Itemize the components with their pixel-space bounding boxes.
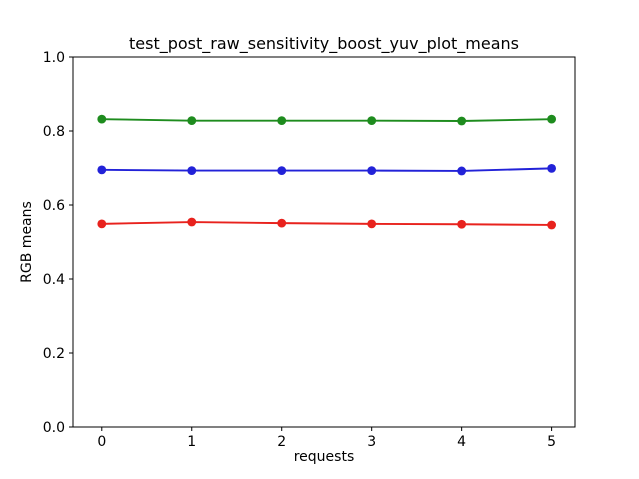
data-point-red-channel-mean	[277, 218, 287, 228]
data-point-blue-channel-mean	[277, 166, 287, 175]
data-point-green-channel-mean	[457, 116, 467, 126]
x-tick-label: 3	[367, 434, 376, 450]
y-tick-label: 0.2	[43, 346, 65, 362]
x-tick-label: 0	[97, 434, 106, 450]
data-point-green-channel-mean	[547, 114, 557, 124]
x-axis-label: requests	[293, 449, 355, 465]
y-tick-label: 0.0	[43, 420, 65, 436]
data-point-blue-channel-mean	[457, 166, 467, 176]
y-tick-label: 1.0	[43, 50, 65, 66]
y-tick-label: 0.4	[43, 272, 65, 288]
axes-spines	[72, 56, 576, 428]
x-tick-label: 2	[277, 434, 286, 450]
data-point-red-channel-mean	[187, 217, 197, 227]
data-point-red-channel-mean	[367, 219, 377, 229]
data-point-red-channel-mean	[97, 219, 107, 229]
x-tick-label: 4	[457, 434, 466, 450]
series-line-blue-channel-mean	[100, 167, 553, 172]
data-point-blue-channel-mean	[547, 163, 557, 173]
data-point-blue-channel-mean	[367, 166, 377, 175]
series-line-red-channel-mean	[100, 221, 553, 226]
x-tick-label: 5	[547, 434, 556, 450]
data-point-green-channel-mean	[277, 116, 287, 126]
chart-title: test_post_raw_sensitivity_boost_yuv_plot…	[128, 34, 520, 53]
x-tick-label: 1	[187, 434, 196, 450]
data-point-blue-channel-mean	[97, 165, 107, 175]
data-point-green-channel-mean	[97, 114, 107, 124]
series-line-green-channel-mean	[100, 118, 553, 122]
data-point-green-channel-mean	[367, 116, 377, 126]
data-point-blue-channel-mean	[187, 166, 197, 175]
data-point-red-channel-mean	[547, 220, 557, 230]
data-point-red-channel-mean	[457, 219, 467, 229]
data-point-green-channel-mean	[187, 116, 197, 126]
y-tick-label: 0.8	[43, 124, 65, 140]
y-tick-label: 0.6	[43, 198, 65, 214]
